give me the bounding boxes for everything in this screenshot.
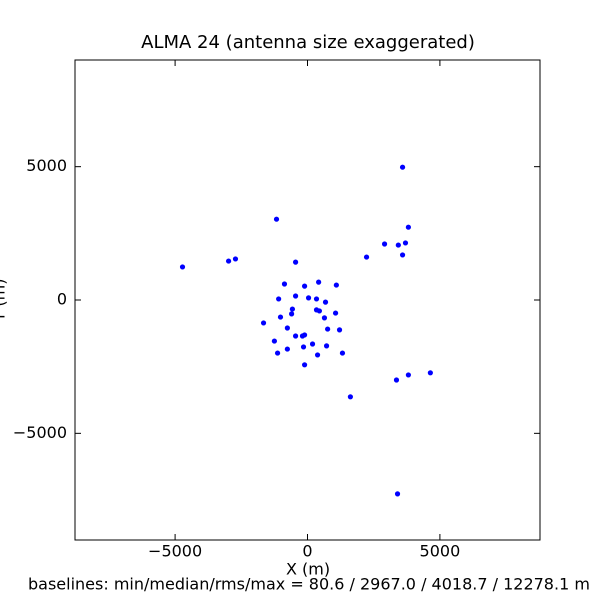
point [402,240,409,246]
point [260,320,267,326]
y-tick-label: 5000 [26,156,67,175]
point [284,346,290,352]
point [347,394,353,400]
point [281,281,288,287]
point [316,308,323,314]
y-axis-label: Y (m) [0,279,9,323]
y-tick-label: −5000 [13,423,67,442]
point [301,283,308,289]
point [395,242,401,248]
point [284,325,290,331]
point [301,332,308,338]
point [277,314,284,320]
point [321,315,328,321]
point [179,264,186,270]
point [405,372,411,378]
point [309,341,316,347]
point [381,241,388,247]
point [274,350,281,356]
x-axis-label: X (m) [286,560,330,579]
point [292,333,299,339]
point [363,254,370,260]
point [332,310,339,316]
x-tick-label: 0 [302,542,312,561]
point [405,224,411,230]
x-tick-label: 5000 [420,542,461,561]
point [394,491,401,497]
y-tick-label: 0 [57,290,67,309]
point [300,344,307,350]
point [399,164,406,170]
point [271,338,277,344]
point [333,282,339,288]
point [289,306,296,312]
x-tick-label: −5000 [148,542,202,561]
footer: baselines: min/median/rms/max = 80.6 / 2… [28,575,590,594]
point [301,362,308,368]
point [339,350,346,356]
point [273,216,280,222]
point [292,293,299,299]
point [325,326,331,332]
point [427,370,433,376]
point [316,279,322,285]
point [399,252,406,258]
point [336,327,343,333]
point [289,311,295,317]
point [322,299,329,305]
point [305,295,312,301]
point [313,296,320,302]
chart-title: ALMA 24 (antenna size exaggerated) [141,32,475,53]
point [323,343,330,349]
point [393,377,400,383]
point [232,256,239,262]
point [225,258,232,264]
point [314,352,321,358]
point [276,296,282,302]
point [292,259,299,265]
